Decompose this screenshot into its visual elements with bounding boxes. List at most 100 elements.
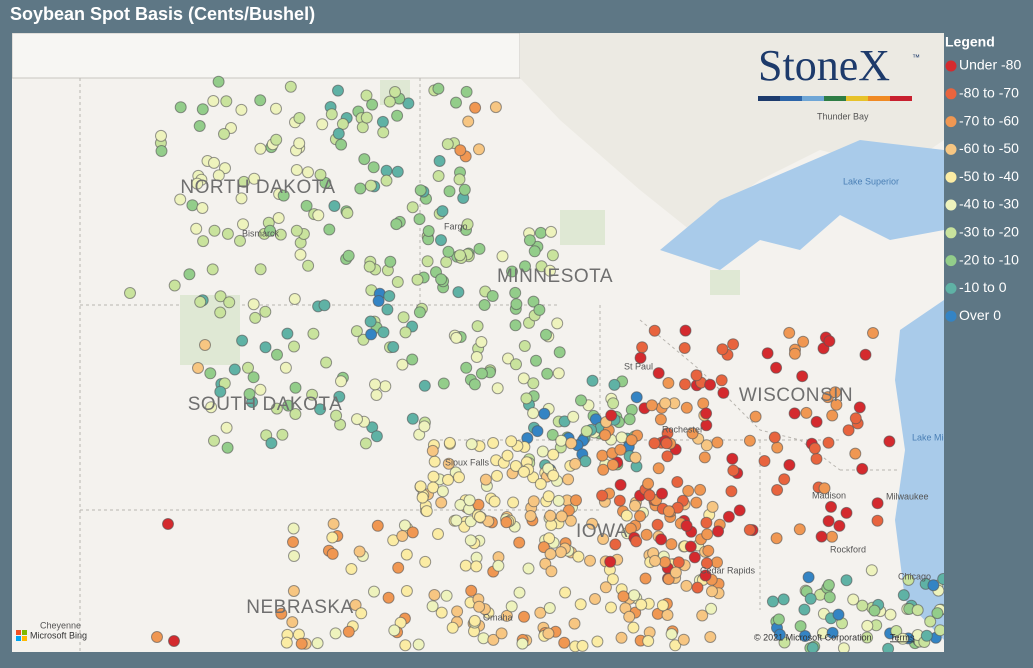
location-dot	[327, 517, 340, 530]
location-dot	[822, 515, 835, 528]
location-dot	[368, 585, 380, 598]
location-dot	[155, 145, 168, 157]
location-dot	[715, 374, 728, 387]
location-dot	[367, 161, 380, 174]
location-dot	[206, 263, 219, 276]
location-dot	[473, 143, 485, 156]
location-dot	[568, 617, 581, 630]
location-dot	[596, 449, 609, 462]
location-dot	[597, 533, 610, 545]
location-dot	[390, 218, 403, 231]
location-dot	[451, 605, 464, 618]
location-dot	[221, 441, 234, 454]
location-dot	[364, 179, 377, 192]
canada-east	[520, 33, 944, 230]
location-dot	[259, 305, 272, 318]
location-dot	[280, 636, 293, 649]
location-dot	[545, 565, 558, 578]
location-dot	[351, 413, 363, 426]
location-dot	[370, 389, 383, 401]
location-dot	[342, 249, 355, 262]
location-dot	[743, 434, 756, 447]
location-dot	[341, 207, 354, 219]
location-dot	[235, 103, 248, 116]
location-dot	[680, 401, 693, 414]
location-dot	[700, 557, 713, 570]
location-dot	[542, 627, 555, 640]
location-dot	[597, 463, 610, 476]
location-dot	[623, 610, 636, 623]
location-dot	[441, 138, 454, 151]
location-dot	[212, 75, 225, 88]
location-dot	[700, 516, 713, 529]
location-dot	[920, 629, 933, 642]
location-dot	[837, 642, 850, 652]
location-dot	[520, 392, 533, 405]
location-dot	[382, 591, 395, 604]
location-dot	[277, 189, 290, 202]
location-dot	[471, 320, 484, 333]
location-dot	[318, 299, 331, 312]
city-label: Rockford	[830, 544, 866, 554]
location-dot	[450, 96, 462, 109]
location-dot	[826, 409, 839, 422]
location-dot	[614, 478, 627, 491]
location-dot	[655, 533, 668, 546]
location-dot	[400, 585, 413, 597]
location-dot	[770, 532, 783, 545]
location-dot	[604, 555, 617, 568]
location-dot	[545, 225, 557, 238]
location-dot	[606, 458, 619, 471]
location-dot	[542, 490, 555, 503]
location-dot	[574, 598, 587, 611]
location-dot	[694, 483, 707, 496]
location-dot	[500, 609, 513, 622]
location-dot	[630, 391, 643, 404]
location-dot	[543, 532, 556, 545]
location-dot	[527, 295, 540, 308]
location-dot	[242, 361, 254, 374]
location-dot	[462, 115, 475, 128]
location-dot	[704, 631, 717, 643]
location-dot	[391, 165, 404, 178]
location-dot	[208, 434, 220, 447]
location-dot	[882, 642, 895, 652]
location-dot	[428, 455, 441, 468]
legend-swatch	[945, 171, 957, 183]
location-dot	[551, 317, 564, 330]
location-dot	[671, 476, 684, 488]
location-dot	[420, 505, 433, 518]
location-dot	[538, 407, 551, 420]
location-dot	[454, 144, 467, 157]
location-dot	[275, 607, 288, 620]
location-dot	[311, 637, 324, 650]
location-dot	[686, 427, 699, 440]
legend-label: -60 to -50	[959, 140, 1019, 156]
location-dot	[254, 263, 267, 276]
legend-label: Under -80	[959, 57, 1021, 73]
location-dot	[406, 526, 419, 539]
location-dot	[247, 298, 260, 311]
location-dot	[294, 248, 307, 261]
location-dot	[426, 600, 439, 613]
terms[interactable]: Terms	[890, 632, 915, 642]
location-dot	[432, 82, 445, 95]
legend-label: Over 0	[959, 307, 1001, 323]
location-dot	[460, 361, 473, 374]
location-dot	[384, 255, 397, 268]
location-dot	[459, 559, 472, 572]
location-dot	[488, 495, 501, 508]
location-dot	[519, 260, 531, 273]
location-dot	[522, 562, 535, 575]
location-dot	[358, 153, 371, 166]
location-dot	[302, 166, 314, 179]
location-dot	[400, 548, 413, 561]
location-dot	[349, 599, 362, 611]
location-dot	[306, 388, 319, 401]
location-dot	[237, 175, 250, 188]
location-dot	[328, 200, 341, 212]
location-dot	[265, 437, 278, 450]
location-dot	[599, 581, 612, 594]
legend-swatch	[945, 143, 957, 155]
